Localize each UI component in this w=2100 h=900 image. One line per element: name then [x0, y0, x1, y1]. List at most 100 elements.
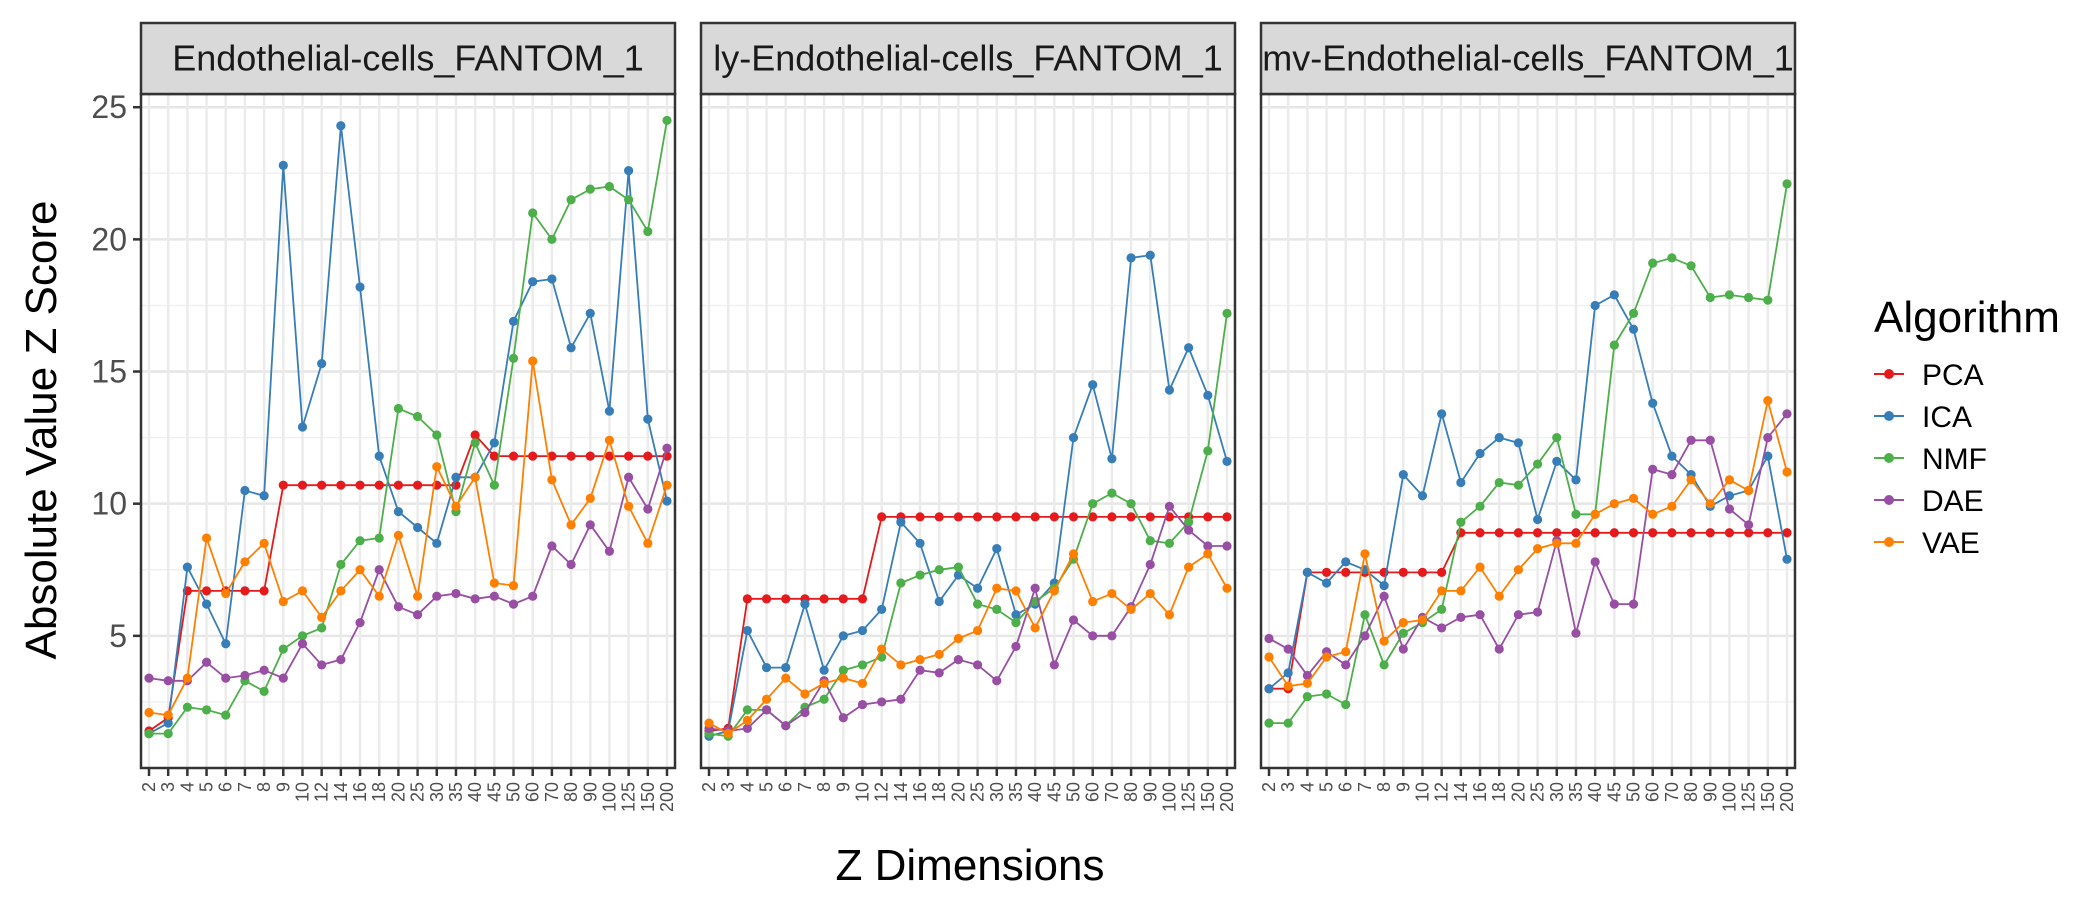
x-tick-label: 20	[1508, 782, 1528, 802]
data-point-pca	[1571, 528, 1581, 538]
data-point-vae	[182, 673, 192, 683]
data-point-pca	[1590, 528, 1600, 538]
x-tick-label: 70	[1102, 782, 1122, 802]
data-point-vae	[1203, 549, 1213, 559]
data-point-ica	[742, 625, 752, 636]
data-point-vae	[1705, 499, 1715, 509]
data-point-pca	[547, 451, 557, 461]
data-point-vae	[1184, 562, 1194, 572]
data-point-dae	[201, 657, 212, 667]
data-point-pca	[1494, 528, 1504, 538]
data-point-nmf	[547, 234, 557, 244]
data-point-nmf	[1264, 718, 1274, 728]
data-point-vae	[1724, 475, 1735, 485]
data-point-ica	[896, 517, 906, 527]
data-point-nmf	[1667, 253, 1677, 263]
data-point-dae	[781, 721, 791, 731]
data-point-ica	[355, 282, 365, 292]
data-point-nmf	[624, 195, 634, 205]
data-point-vae	[1437, 586, 1447, 596]
series-line-dae	[148, 447, 668, 682]
data-point-vae	[489, 578, 499, 588]
data-point-pca	[604, 451, 615, 461]
data-point-nmf	[470, 438, 480, 448]
data-point-ica	[1283, 668, 1293, 678]
data-point-vae	[221, 588, 231, 599]
x-tick-label: 18	[1489, 782, 1509, 802]
data-point-pca	[508, 451, 519, 461]
legend-key-point	[1884, 495, 1894, 505]
y-tick-label: 10	[91, 486, 127, 522]
data-point-dae	[278, 673, 288, 683]
data-point-ica	[643, 414, 653, 424]
data-point-pca	[1782, 528, 1792, 538]
x-tick-label: 80	[1121, 782, 1141, 802]
x-tick-label: 12	[872, 782, 892, 802]
data-point-nmf	[1341, 699, 1351, 710]
x-tick-label: 7	[235, 782, 255, 792]
data-point-dae	[1011, 641, 1021, 652]
data-point-dae	[1648, 464, 1658, 474]
data-point-vae	[624, 501, 634, 511]
data-point-pca	[1126, 512, 1136, 522]
data-point-ica	[508, 316, 519, 326]
x-tick-label: 50	[1064, 782, 1084, 802]
x-tick-label: 70	[1662, 782, 1682, 802]
data-point-vae	[604, 435, 615, 445]
data-point-ica	[662, 496, 672, 506]
x-tick-label: 3	[158, 782, 178, 792]
x-tick-label: 6	[216, 782, 236, 792]
data-point-dae	[240, 670, 250, 681]
facet-strip	[1259, 21, 1797, 96]
data-point-pca	[1011, 512, 1021, 522]
data-point-vae	[1126, 604, 1136, 615]
data-point-nmf	[643, 226, 653, 237]
data-point-vae	[297, 586, 308, 596]
data-point-pca	[1049, 512, 1059, 522]
data-point-nmf	[1513, 480, 1524, 490]
data-point-pca	[1321, 567, 1332, 578]
data-point-ica	[240, 485, 250, 496]
data-point-nmf	[393, 403, 404, 414]
data-point-nmf	[432, 430, 442, 440]
x-tick-label: 16	[350, 782, 370, 802]
data-point-pca	[1532, 528, 1543, 538]
panel-background	[1261, 94, 1795, 768]
data-point-vae	[508, 581, 519, 591]
data-point-dae	[528, 591, 538, 601]
x-tick-label: 10	[1412, 782, 1432, 802]
data-point-dae	[1222, 541, 1232, 551]
data-point-ica	[1571, 475, 1581, 485]
data-point-nmf	[972, 599, 983, 609]
data-point-vae	[953, 633, 964, 644]
x-tick-label: 18	[369, 782, 389, 802]
data-point-dae	[1590, 557, 1600, 567]
data-point-nmf	[1744, 292, 1754, 303]
x-tick-label: 12	[1432, 782, 1452, 802]
facet-panel: Endothelial-cells_FANTOM_12 3 4 5 6 7 8 9 10 12 14…	[91, 21, 677, 812]
series-nmf	[1264, 179, 1792, 728]
series-line-pca	[708, 516, 1227, 732]
x-axis-title: Z Dimensions	[836, 841, 1105, 890]
data-point-vae	[144, 707, 154, 718]
data-point-vae	[317, 612, 327, 622]
data-point-ica	[992, 544, 1002, 554]
x-tick-label: 45	[1604, 782, 1624, 802]
data-point-pca	[278, 480, 288, 490]
data-point-nmf	[278, 644, 288, 654]
data-point-vae	[643, 538, 653, 548]
x-tick-label: 35	[1006, 782, 1026, 802]
data-point-nmf	[1475, 501, 1485, 511]
data-point-dae	[1107, 631, 1117, 641]
data-point-pca	[336, 480, 346, 490]
x-tick-label: 35	[446, 782, 466, 802]
data-point-nmf	[1571, 509, 1581, 519]
data-point-ica	[1475, 448, 1485, 459]
data-point-vae	[1648, 509, 1658, 519]
data-point-dae	[1494, 644, 1504, 654]
x-tick-label: 3	[718, 782, 738, 792]
data-point-pca	[1030, 512, 1040, 522]
x-tick-label: 30	[427, 782, 447, 802]
data-point-dae	[144, 673, 154, 683]
data-point-dae	[1302, 670, 1312, 681]
